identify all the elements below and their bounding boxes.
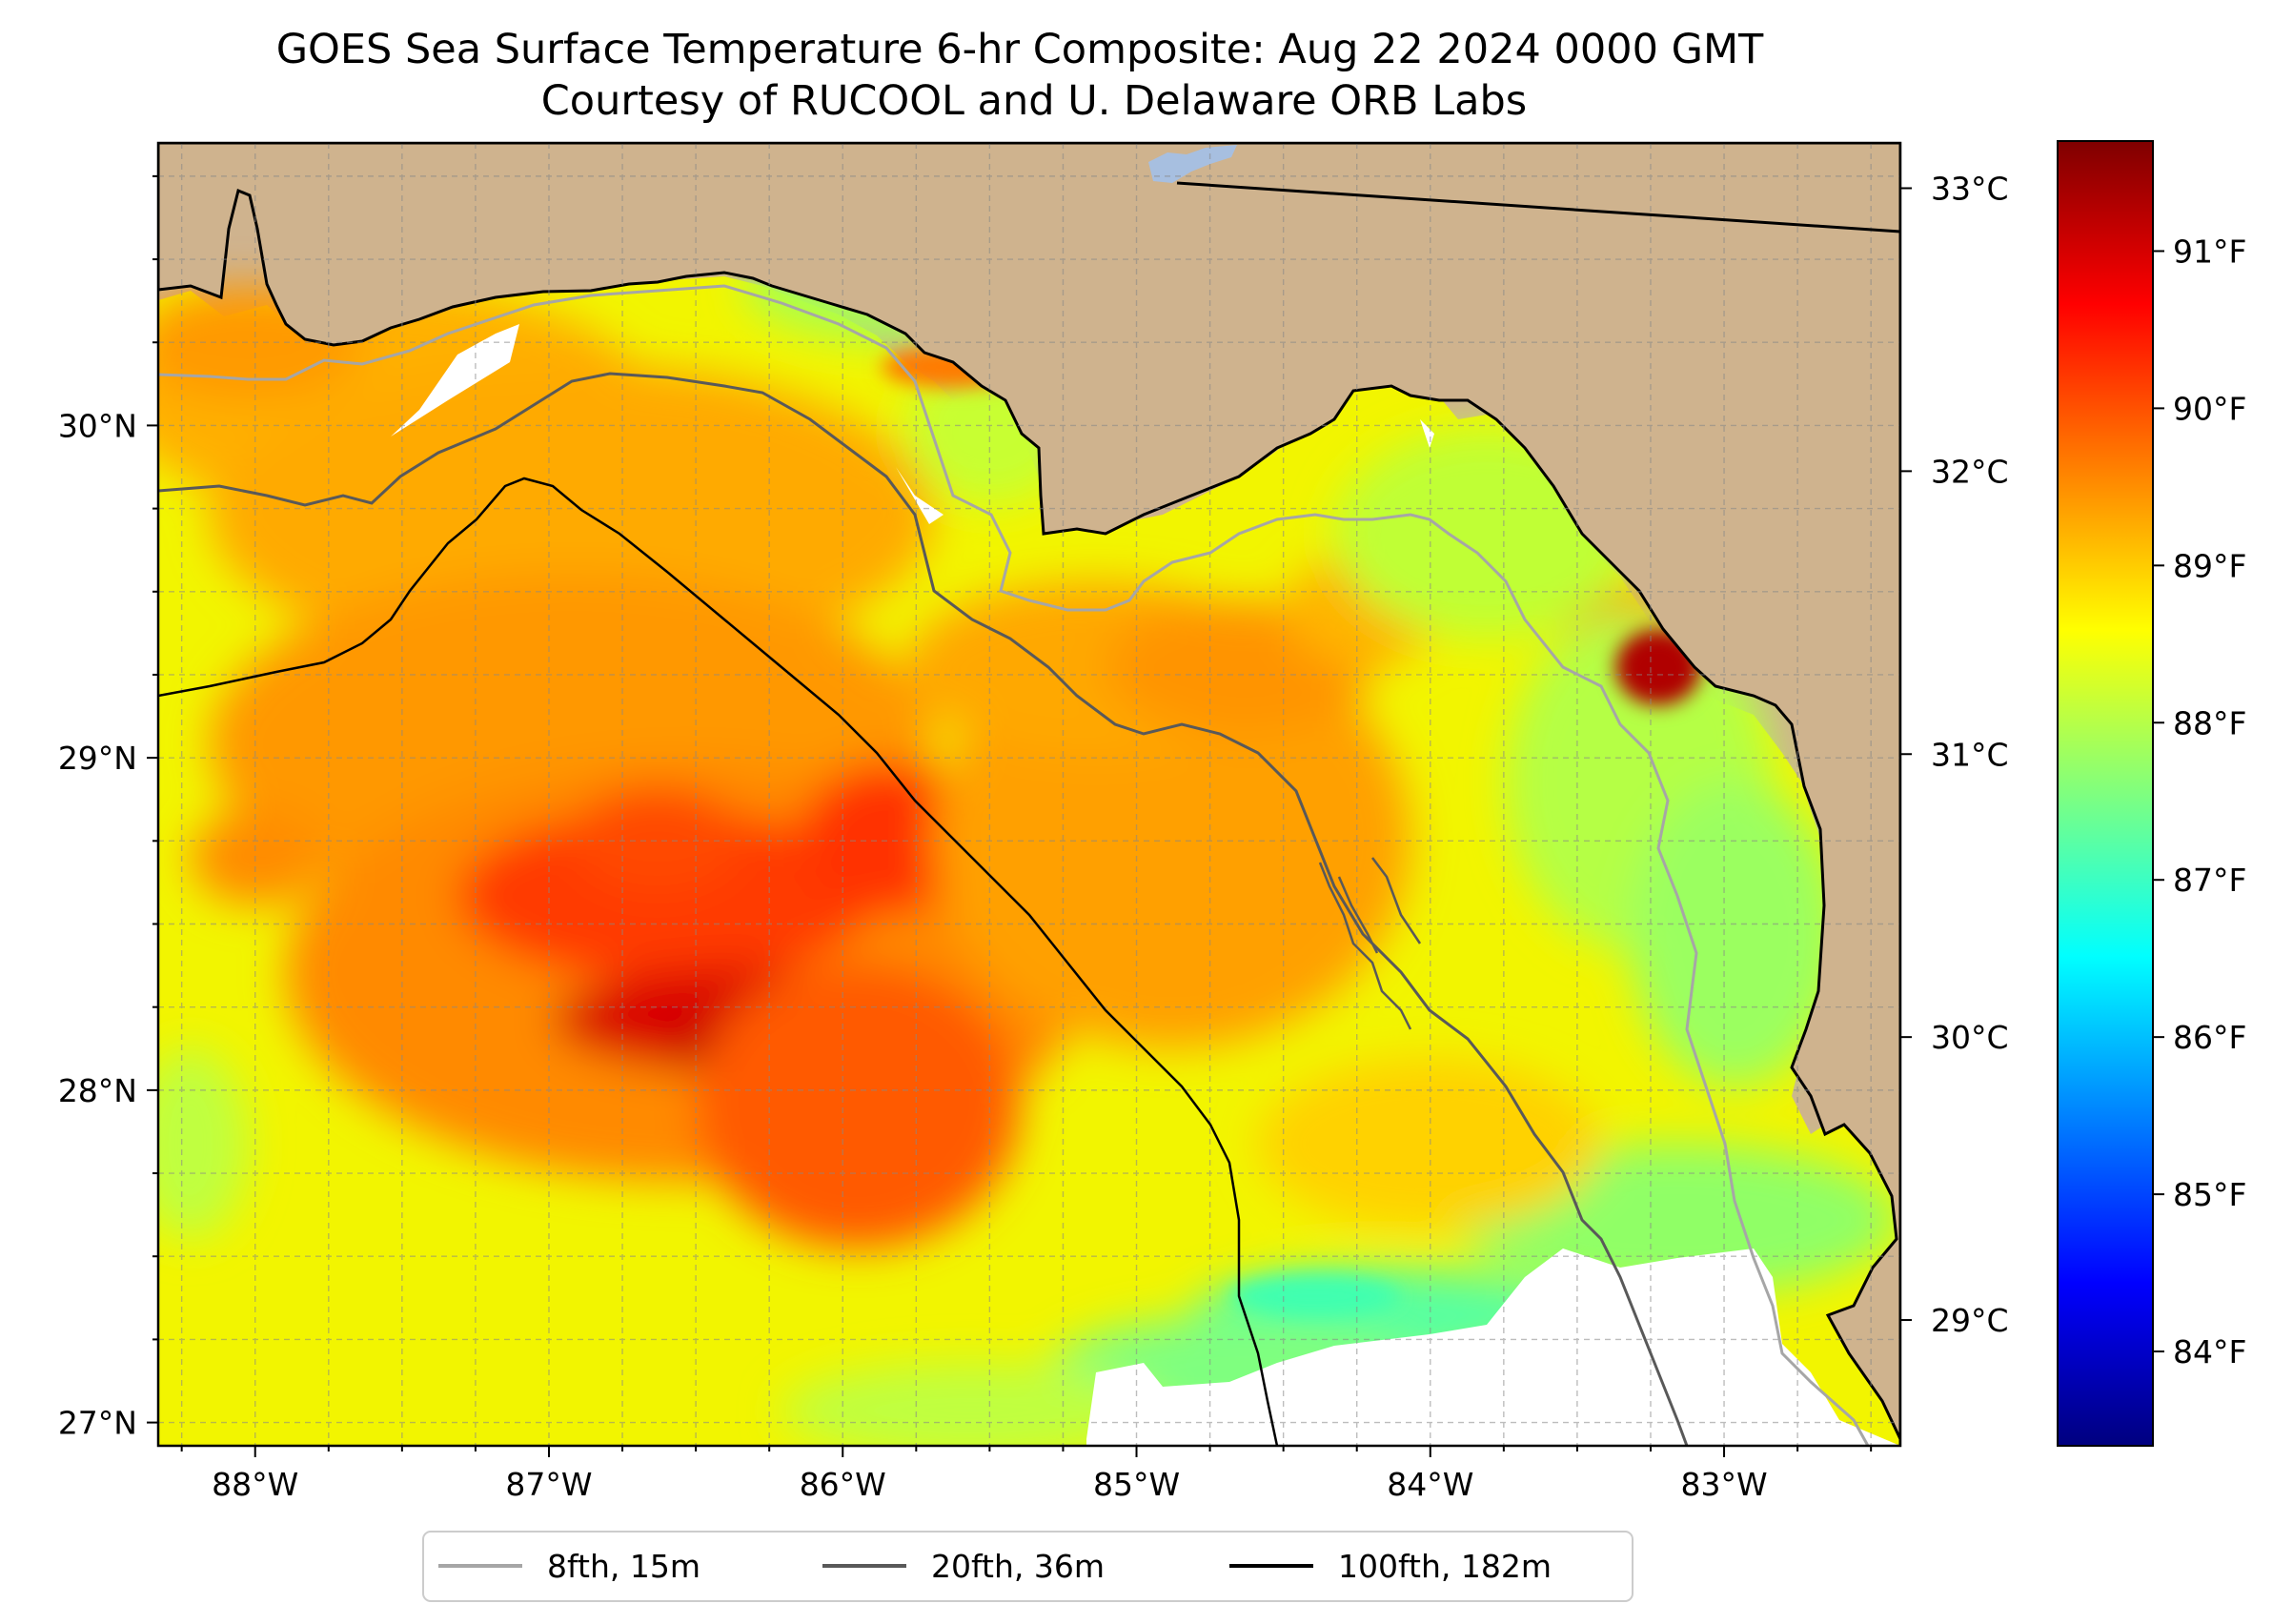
gridlines	[158, 143, 1900, 1446]
map-panel	[158, 143, 1900, 1446]
map-frame	[156, 141, 1902, 1448]
latitude-axis: 30°N 29°N 28°N 27°N	[58, 174, 158, 1442]
colorbar-celsius-axis: 33°C 32°C 31°C 30°C 29°C	[1900, 170, 2009, 1339]
lat-tick-label: 29°N	[58, 740, 137, 777]
lon-tick-label: 86°W	[800, 1466, 886, 1503]
lat-tick-label: 27°N	[58, 1405, 137, 1442]
colorbar-celsius-label: 30°C	[1931, 1019, 2009, 1056]
lon-tick-label: 88°W	[212, 1466, 298, 1503]
colorbar-celsius-label: 31°C	[1931, 736, 2009, 773]
colorbar-fahrenheit-label: 85°F	[2173, 1176, 2246, 1213]
isobath-20fth	[158, 372, 1689, 1446]
lon-tick-label: 85°W	[1093, 1466, 1180, 1503]
colorbar-fahrenheit-label: 88°F	[2173, 704, 2246, 741]
colorbar-fahrenheit-axis: 91°F 90°F 89°F 88°F 87°F 86°F 85°F 84°F	[2153, 233, 2246, 1370]
legend-box	[422, 1531, 1634, 1602]
colorbar-fahrenheit-label: 91°F	[2173, 233, 2246, 270]
legend-label-100fth: 100fth, 182m	[1338, 1548, 1552, 1585]
colorbar-gradient	[2057, 140, 2154, 1447]
colorbar: 33°C 32°C 31°C 30°C 29°C 91°F 90°F 89°F 88°F 87°…	[1900, 140, 2246, 1447]
lat-tick-label: 30°N	[58, 407, 137, 444]
lon-tick-label: 87°W	[505, 1466, 592, 1503]
colorbar-fahrenheit-label: 84°F	[2173, 1333, 2246, 1370]
lon-tick-label: 83°W	[1680, 1466, 1767, 1503]
coastal-islands	[1318, 857, 1422, 1030]
lat-tick-label: 28°N	[58, 1072, 137, 1109]
chart-title: GOES Sea Surface Temperature 6-hr Compos…	[276, 26, 1764, 73]
colorbar-fahrenheit-label: 87°F	[2173, 862, 2246, 899]
longitude-axis: 88°W 87°W 86°W 85°W 84°W 83°W	[180, 1446, 1873, 1503]
colorbar-fahrenheit-label: 89°F	[2173, 547, 2246, 584]
legend: 8fth, 15m 20fth, 36m 100fth, 182m	[422, 1531, 1634, 1602]
legend-label-20fth: 20fth, 36m	[931, 1548, 1105, 1585]
colorbar-celsius-label: 32°C	[1931, 453, 2009, 490]
lake	[1148, 145, 1237, 183]
chart-subtitle: Courtesy of RUCOOL and U. Delaware ORB L…	[541, 77, 1527, 125]
sst-field	[158, 229, 1897, 1446]
state-boundary	[1176, 181, 1900, 233]
colorbar-celsius-label: 29°C	[1931, 1302, 2009, 1339]
land-coast-overlay	[158, 143, 1900, 1446]
isobath-100fth	[158, 477, 1279, 1446]
colorbar-fahrenheit-label: 86°F	[2173, 1019, 2246, 1056]
legend-label-8fth: 8fth, 15m	[547, 1548, 700, 1585]
colorbar-fahrenheit-label: 90°F	[2173, 390, 2246, 427]
isobath-8fth	[158, 284, 1870, 1446]
lon-tick-label: 84°W	[1387, 1466, 1473, 1503]
colorbar-celsius-label: 33°C	[1931, 170, 2009, 207]
